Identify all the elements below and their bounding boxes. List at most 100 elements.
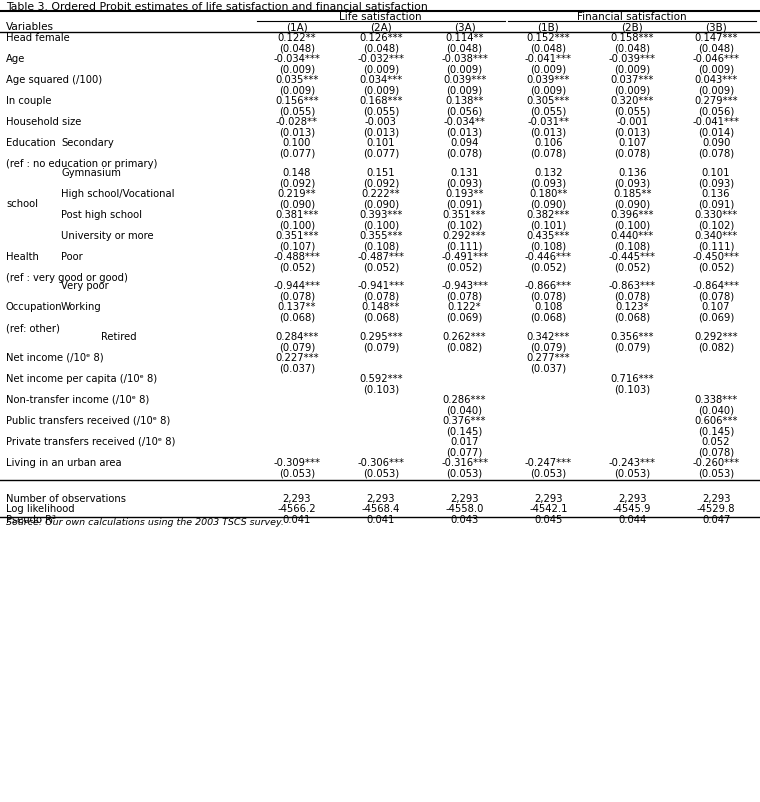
- Text: -0.260***: -0.260***: [692, 458, 739, 468]
- Text: 0.044: 0.044: [618, 515, 646, 525]
- Text: 0.123*: 0.123*: [616, 302, 649, 312]
- Text: 2,293: 2,293: [283, 493, 311, 504]
- Text: 0.148: 0.148: [283, 168, 311, 177]
- Text: 0.035***: 0.035***: [275, 75, 318, 85]
- Text: (0.013): (0.013): [363, 128, 399, 137]
- Text: (0.079): (0.079): [614, 342, 651, 352]
- Text: Pseudo R²: Pseudo R²: [6, 515, 56, 525]
- Text: University or more: University or more: [61, 231, 154, 241]
- Text: (0.102): (0.102): [698, 220, 734, 230]
- Text: 0.041: 0.041: [366, 515, 395, 525]
- Text: Life satisfaction: Life satisfaction: [340, 12, 422, 22]
- Text: 0.126***: 0.126***: [359, 33, 403, 43]
- Text: -0.487***: -0.487***: [357, 252, 404, 261]
- Text: Occupation: Occupation: [6, 302, 62, 312]
- Text: (ref : very good or good): (ref : very good or good): [6, 273, 128, 282]
- Text: school: school: [6, 199, 38, 209]
- Text: -0.032***: -0.032***: [357, 54, 404, 64]
- Text: (0.055): (0.055): [363, 107, 399, 116]
- Text: (0.055): (0.055): [530, 107, 566, 116]
- Text: 0.107: 0.107: [701, 302, 730, 312]
- Text: 0.045: 0.045: [534, 515, 562, 525]
- Text: Financial satisfaction: Financial satisfaction: [578, 12, 687, 22]
- Text: 0.351***: 0.351***: [443, 209, 486, 220]
- Text: -0.309***: -0.309***: [274, 458, 321, 468]
- Text: (0.055): (0.055): [614, 107, 651, 116]
- Text: (0.048): (0.048): [530, 43, 566, 54]
- Text: (0.053): (0.053): [614, 468, 651, 478]
- Text: (0.053): (0.053): [698, 468, 734, 478]
- Text: 0.039***: 0.039***: [443, 75, 486, 85]
- Text: 0.156***: 0.156***: [275, 96, 318, 106]
- Text: 0.180**: 0.180**: [529, 188, 568, 199]
- Text: -0.316***: -0.316***: [441, 458, 488, 468]
- Text: -0.003: -0.003: [365, 117, 397, 127]
- Text: (0.102): (0.102): [446, 220, 483, 230]
- Text: (0.091): (0.091): [446, 199, 483, 209]
- Text: -0.028**: -0.028**: [276, 117, 318, 127]
- Text: 0.131: 0.131: [451, 168, 479, 177]
- Text: Working: Working: [61, 302, 102, 312]
- Text: 0.193**: 0.193**: [445, 188, 484, 199]
- Text: 0.101: 0.101: [366, 138, 395, 148]
- Text: -0.866***: -0.866***: [525, 282, 572, 291]
- Text: 0.041: 0.041: [283, 515, 311, 525]
- Text: 0.107: 0.107: [618, 138, 647, 148]
- Text: (0.077): (0.077): [446, 448, 483, 457]
- Text: (0.009): (0.009): [698, 64, 734, 75]
- Text: -4529.8: -4529.8: [697, 504, 736, 514]
- Text: 0.108: 0.108: [534, 302, 562, 312]
- Text: 0.185**: 0.185**: [613, 188, 651, 199]
- Text: -0.041***: -0.041***: [692, 117, 739, 127]
- Text: (0.078): (0.078): [698, 148, 734, 159]
- Text: (ref : no education or primary): (ref : no education or primary): [6, 159, 157, 169]
- Text: (ref: other): (ref: other): [6, 323, 60, 333]
- Text: (0.013): (0.013): [614, 128, 651, 137]
- Text: 0.338***: 0.338***: [695, 395, 738, 405]
- Text: (0.092): (0.092): [363, 178, 399, 188]
- Text: (0.091): (0.091): [698, 199, 734, 209]
- Text: -0.001: -0.001: [616, 117, 648, 127]
- Text: (0.078): (0.078): [447, 148, 483, 159]
- Text: 0.440***: 0.440***: [610, 231, 654, 241]
- Text: 0.017: 0.017: [451, 437, 479, 447]
- Text: 0.292***: 0.292***: [695, 332, 738, 342]
- Text: 0.227***: 0.227***: [275, 353, 318, 363]
- Text: (0.078): (0.078): [614, 292, 651, 302]
- Text: (0.052): (0.052): [698, 262, 734, 272]
- Text: High school/Vocational: High school/Vocational: [61, 188, 175, 199]
- Text: 0.094: 0.094: [451, 138, 479, 148]
- Text: 0.606***: 0.606***: [695, 415, 738, 426]
- Text: (0.053): (0.053): [363, 468, 399, 478]
- Text: (2A): (2A): [370, 22, 391, 32]
- Text: 0.284***: 0.284***: [275, 332, 318, 342]
- Text: 0.047: 0.047: [702, 515, 730, 525]
- Text: (0.052): (0.052): [363, 262, 399, 272]
- Text: 0.286***: 0.286***: [443, 395, 486, 405]
- Text: (0.009): (0.009): [279, 86, 315, 95]
- Text: (0.103): (0.103): [614, 384, 651, 395]
- Text: 0.277***: 0.277***: [527, 353, 570, 363]
- Text: (0.107): (0.107): [279, 241, 315, 251]
- Text: 0.136: 0.136: [618, 168, 647, 177]
- Text: -0.944***: -0.944***: [274, 282, 321, 291]
- Text: Non-transfer income (/10ᵉ 8): Non-transfer income (/10ᵉ 8): [6, 395, 149, 405]
- Text: 0.039***: 0.039***: [527, 75, 570, 85]
- Text: -4568.4: -4568.4: [362, 504, 400, 514]
- Text: 0.100: 0.100: [283, 138, 311, 148]
- Text: 0.122**: 0.122**: [277, 33, 316, 43]
- Text: Private transfers received (/10ᵉ 8): Private transfers received (/10ᵉ 8): [6, 437, 176, 447]
- Text: Poor: Poor: [61, 252, 83, 261]
- Text: (0.103): (0.103): [363, 384, 399, 395]
- Text: 2,293: 2,293: [701, 493, 730, 504]
- Text: (1A): (1A): [286, 22, 308, 32]
- Text: 0.168***: 0.168***: [359, 96, 403, 106]
- Text: 0.262***: 0.262***: [443, 332, 486, 342]
- Text: (0.009): (0.009): [363, 64, 399, 75]
- Text: Age: Age: [6, 54, 25, 64]
- Text: (0.101): (0.101): [530, 220, 566, 230]
- Text: 2,293: 2,293: [534, 493, 562, 504]
- Text: (0.077): (0.077): [279, 148, 315, 159]
- Text: (0.040): (0.040): [698, 405, 734, 415]
- Text: (0.092): (0.092): [279, 178, 315, 188]
